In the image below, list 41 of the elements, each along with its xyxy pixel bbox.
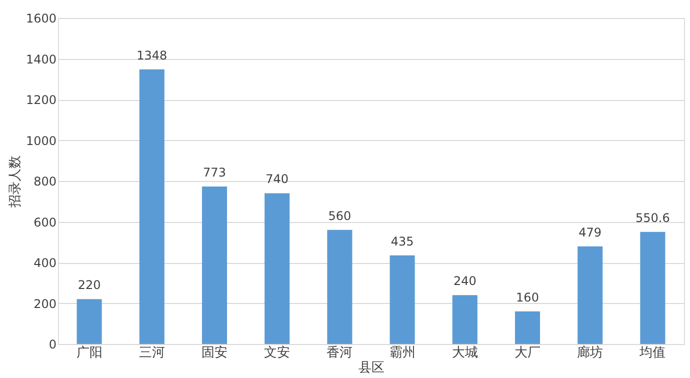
- x-tick-label: 广阳: [76, 346, 102, 360]
- y-tick-label: 1000: [26, 134, 56, 148]
- bar: [139, 69, 164, 344]
- x-tick-label: 大厂: [514, 346, 540, 360]
- bar: [640, 232, 666, 344]
- y-tick-label: 800: [34, 174, 56, 188]
- data-label: 435: [390, 234, 414, 248]
- x-tick-label: 廊坊: [577, 344, 604, 360]
- data-label: 160: [516, 290, 539, 304]
- bar: [76, 299, 102, 344]
- data-label: 220: [78, 278, 101, 292]
- x-tick-label: 均值: [638, 346, 666, 360]
- data-label: 479: [578, 225, 602, 240]
- y-tick-label: 200: [34, 296, 56, 311]
- y-tick-label: 1600: [26, 12, 56, 26]
- bar: [578, 246, 603, 344]
- y-axis-title: 招录人数: [8, 156, 23, 208]
- bar: [202, 186, 228, 344]
- x-tick-label: 三河: [138, 346, 165, 360]
- data-label: 240: [453, 274, 476, 288]
- data-label: 560: [328, 208, 352, 223]
- bar: [514, 311, 540, 344]
- x-tick-label: 固安: [202, 344, 228, 360]
- data-label: 1348: [136, 48, 168, 62]
- y-tick-label: 600: [34, 215, 56, 230]
- y-tick-label: 400: [34, 256, 56, 270]
- x-tick-label: 香河: [326, 346, 353, 360]
- y-tick-label: 0: [48, 338, 56, 352]
- y-tick-label: 1400: [26, 52, 56, 66]
- x-tick-label: 大城: [452, 346, 478, 360]
- bar: [264, 193, 290, 344]
- x-tick-label: 文安: [264, 344, 290, 360]
- y-tick-label: 1200: [26, 93, 56, 107]
- data-label: 740: [266, 172, 289, 186]
- x-axis-title: 县区: [358, 360, 384, 376]
- data-label: 550.6: [636, 210, 670, 225]
- bar: [390, 255, 415, 344]
- bar: [452, 295, 478, 344]
- data-label: 773: [203, 166, 226, 180]
- x-tick-label: 霸州: [389, 346, 416, 360]
- bar: [327, 230, 352, 344]
